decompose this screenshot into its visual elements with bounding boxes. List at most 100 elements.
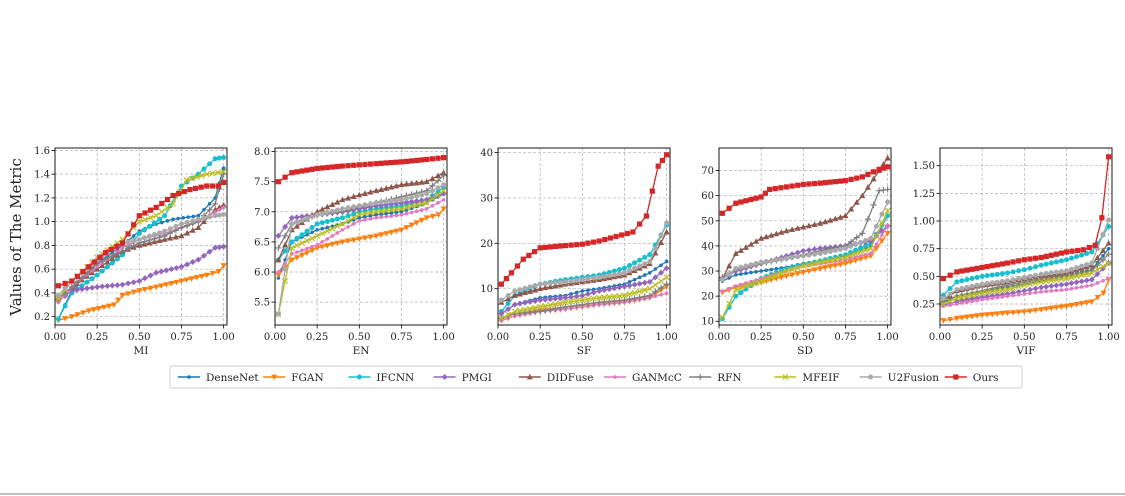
point-rfn bbox=[1105, 251, 1112, 258]
point-mfeif bbox=[1026, 281, 1033, 288]
point-rfn bbox=[547, 306, 554, 313]
point-mfeif bbox=[147, 214, 154, 221]
point-ganmcc bbox=[315, 243, 319, 247]
point-u2fusion bbox=[429, 188, 435, 194]
point-ifcnn bbox=[1027, 265, 1033, 271]
series-fgan bbox=[940, 277, 1112, 324]
point-ours bbox=[602, 236, 608, 243]
point-rfn bbox=[584, 300, 591, 307]
point-fgan bbox=[74, 312, 81, 318]
point-rfn bbox=[206, 206, 213, 213]
point-didfuse bbox=[778, 229, 785, 235]
point-mfeif bbox=[542, 302, 549, 309]
point-rfn bbox=[631, 295, 638, 302]
point-densenet bbox=[186, 215, 191, 219]
point-fgan bbox=[293, 255, 300, 261]
point-didfuse bbox=[511, 292, 518, 298]
point-ours bbox=[498, 281, 504, 287]
point-didfuse bbox=[418, 179, 425, 185]
legend-item-rfn: RFN bbox=[689, 372, 742, 384]
point-ours bbox=[91, 259, 97, 265]
point-mfeif bbox=[631, 289, 638, 296]
point-u2fusion bbox=[562, 279, 568, 285]
point-mfeif bbox=[383, 207, 390, 214]
point-ifcnn bbox=[212, 156, 218, 162]
point-mfeif bbox=[884, 207, 891, 214]
point-fgan bbox=[1078, 301, 1085, 307]
point-didfuse bbox=[423, 178, 430, 185]
point-mfeif bbox=[763, 276, 770, 283]
point-mfeif bbox=[758, 278, 765, 285]
point-ifcnn bbox=[329, 217, 335, 223]
point-u2fusion bbox=[517, 287, 523, 293]
point-pmgi bbox=[109, 282, 116, 289]
point-ours bbox=[1043, 253, 1049, 260]
point-u2fusion bbox=[537, 281, 543, 287]
point-ours bbox=[215, 183, 222, 189]
series-u2fusion bbox=[275, 182, 447, 317]
point-ifcnn bbox=[207, 161, 213, 167]
point-u2fusion bbox=[339, 206, 345, 212]
point-u2fusion bbox=[368, 201, 374, 207]
point-fgan bbox=[827, 264, 834, 270]
point-ours bbox=[520, 256, 526, 262]
point-fgan bbox=[209, 270, 216, 277]
point-u2fusion bbox=[532, 283, 538, 289]
point-ifcnn bbox=[505, 300, 511, 306]
series-ganmcc bbox=[941, 276, 1111, 308]
point-didfuse bbox=[817, 220, 824, 226]
point-densenet bbox=[310, 230, 314, 235]
point-rfn bbox=[573, 302, 580, 309]
point-ganmcc bbox=[1011, 293, 1015, 298]
point-ours bbox=[842, 178, 849, 184]
point-fgan bbox=[852, 258, 859, 264]
point-pmgi bbox=[173, 264, 180, 271]
point-ours bbox=[547, 244, 553, 250]
point-ifcnn bbox=[954, 279, 960, 285]
point-ifcnn bbox=[351, 211, 357, 217]
point-u2fusion bbox=[1043, 270, 1049, 276]
point-u2fusion bbox=[314, 212, 320, 218]
point-ganmcc bbox=[848, 256, 853, 261]
point-mfeif bbox=[1015, 283, 1022, 290]
point-pmgi bbox=[168, 266, 175, 273]
y-tick-label: 1.00 bbox=[913, 217, 935, 228]
point-rfn bbox=[532, 308, 539, 315]
point-pmgi bbox=[298, 213, 305, 220]
point-rfn bbox=[527, 309, 534, 316]
point-ours bbox=[125, 231, 131, 237]
point-mfeif bbox=[974, 291, 981, 298]
legend-item-mfeif: MFEIF bbox=[774, 372, 840, 384]
series-ifcnn bbox=[275, 185, 447, 263]
point-mfeif bbox=[1021, 282, 1028, 289]
point-mfeif bbox=[329, 225, 336, 232]
point-ours bbox=[579, 241, 585, 247]
point-ours bbox=[429, 156, 435, 162]
point-densenet bbox=[165, 219, 170, 223]
point-ifcnn bbox=[1089, 249, 1095, 255]
point-rfn bbox=[1026, 278, 1033, 285]
point-mfeif bbox=[773, 272, 780, 279]
point-u2fusion bbox=[832, 247, 838, 253]
x-axis-label: MI bbox=[134, 345, 149, 357]
point-ours bbox=[329, 164, 335, 170]
point-rfn bbox=[282, 232, 289, 239]
point-mfeif bbox=[55, 295, 62, 302]
point-ifcnn bbox=[632, 260, 638, 266]
point-mfeif bbox=[193, 174, 200, 181]
point-mfeif bbox=[817, 259, 824, 266]
point-mfeif bbox=[636, 288, 643, 295]
point-ganmcc bbox=[1039, 290, 1043, 294]
point-ganmcc bbox=[1079, 285, 1084, 289]
point-ours bbox=[885, 164, 891, 170]
point-rfn bbox=[542, 307, 549, 314]
point-pmgi bbox=[652, 274, 659, 281]
point-fgan bbox=[119, 292, 126, 299]
point-mfeif bbox=[220, 168, 227, 175]
point-u2fusion bbox=[409, 194, 415, 200]
point-u2fusion bbox=[719, 277, 725, 283]
point-u2fusion bbox=[55, 292, 61, 298]
point-fgan bbox=[178, 278, 185, 285]
point-rfn bbox=[68, 283, 75, 290]
point-densenet bbox=[591, 287, 596, 292]
